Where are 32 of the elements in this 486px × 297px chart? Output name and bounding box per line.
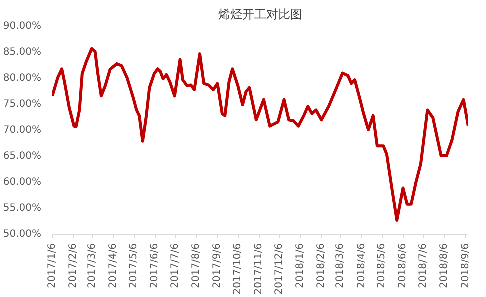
y-tick-label: 55.00% xyxy=(3,203,42,214)
y-tick-label: 70.00% xyxy=(3,125,42,136)
x-tick-label: 2018/7/6 xyxy=(418,243,430,288)
x-tick-label: 2017/4/6 xyxy=(108,243,120,288)
x-tick-label: 2017/10/6 xyxy=(232,243,244,295)
x-tick-label: 2017/5/6 xyxy=(128,243,140,288)
x-tick-label: 2017/9/6 xyxy=(212,243,224,288)
x-tick-label: 2017/11/6 xyxy=(254,243,265,295)
y-tick-label: 75.00% xyxy=(3,99,42,110)
x-tick-label: 2018/1/6 xyxy=(295,243,306,288)
y-tick-label: 90.00% xyxy=(3,21,42,32)
y-tick-label: 50.00% xyxy=(3,229,42,240)
x-tick-label: 2018/9/6 xyxy=(460,243,472,288)
line-series xyxy=(52,47,468,222)
x-tick-label: 2018/5/6 xyxy=(376,243,388,288)
y-tick-label: 80.00% xyxy=(3,73,42,84)
x-tick-label: 2018/8/6 xyxy=(439,243,450,288)
x-tick-label: 2018/4/6 xyxy=(356,243,368,288)
x-tick-label: 2018/6/6 xyxy=(398,243,409,288)
x-tick-label: 2017/8/6 xyxy=(191,243,202,288)
x-tick-label: 2017/3/6 xyxy=(87,243,98,288)
x-tick-label: 2018/2/6 xyxy=(316,243,328,288)
y-tick-label: 60.00% xyxy=(3,177,42,188)
chart-title: 烯烃开工对比图 xyxy=(218,8,302,22)
x-tick-label: 2017/7/6 xyxy=(170,243,182,288)
x-tick-label: 2017/12/6 xyxy=(274,243,286,295)
y-tick-label: 85.00% xyxy=(3,47,42,58)
x-tick-label: 2017/6/6 xyxy=(150,243,161,288)
x-tick-label: 2017/1/6 xyxy=(47,243,58,288)
y-tick-label: 65.00% xyxy=(3,151,42,162)
x-tick-label: 2017/2/6 xyxy=(68,243,80,288)
x-tick-label: 2018/3/6 xyxy=(335,243,346,288)
